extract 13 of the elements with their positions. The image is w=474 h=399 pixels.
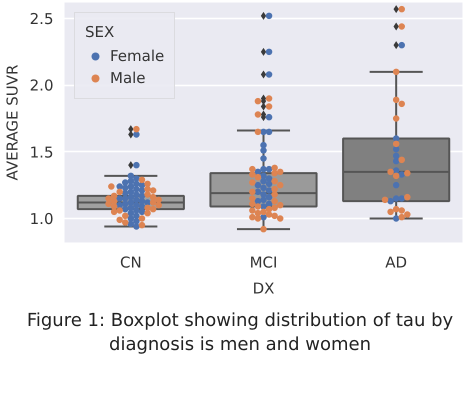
legend-label: Female (110, 47, 164, 65)
x-axis-title: DX (252, 280, 274, 298)
x-tick-label: MCI (250, 254, 278, 272)
y-tick-label: 2.5 (30, 10, 54, 28)
caption: Figure 1: Boxplot showing distribution of tau by diagnosis is men and women (26, 309, 454, 358)
y-tick-label: 2.0 (30, 76, 54, 95)
x-tick-label: CN (120, 254, 142, 272)
legend-title: SEX (85, 23, 116, 41)
y-tick-label: 1.0 (30, 210, 54, 228)
x-tick-label: AD (385, 254, 408, 272)
legend-label: Male (110, 69, 146, 87)
y-axis-title: AVERAGE SUVR (4, 64, 22, 180)
y-tick-label: 1.5 (30, 143, 54, 162)
